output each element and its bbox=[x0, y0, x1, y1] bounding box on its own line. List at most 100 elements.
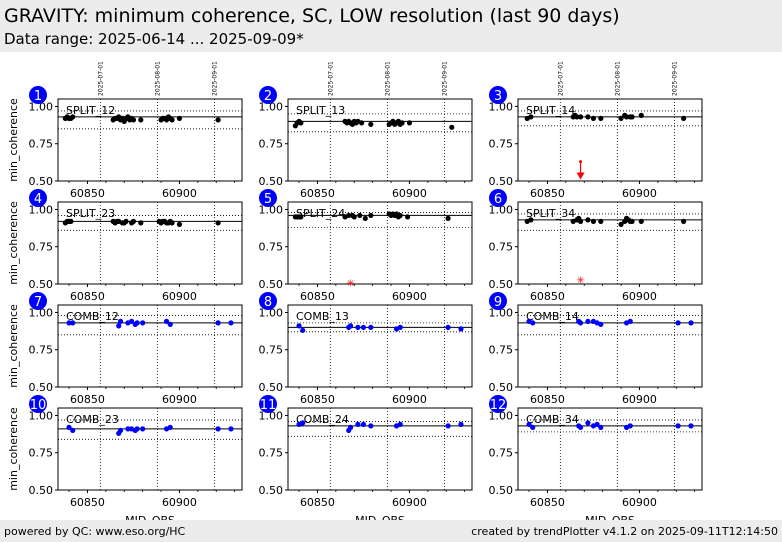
panel-number-text: 1 bbox=[34, 89, 42, 104]
data-point bbox=[298, 214, 304, 220]
data-point bbox=[357, 212, 363, 219]
data-point bbox=[681, 115, 687, 121]
panel-frame bbox=[287, 201, 473, 285]
x-tick-label: 60850 bbox=[530, 496, 565, 509]
x-tick-label: 60900 bbox=[162, 290, 197, 303]
date-marker-label: 2025-09-01 bbox=[211, 61, 218, 96]
data-point bbox=[406, 120, 413, 126]
panel-frame bbox=[287, 407, 473, 491]
y-tick-label: 0.50 bbox=[489, 381, 514, 394]
data-point bbox=[397, 421, 403, 427]
data-point bbox=[123, 218, 129, 224]
x-tick-label: 60850 bbox=[300, 290, 335, 303]
y-tick-label: 0.75 bbox=[489, 138, 514, 151]
y-tick-label: 0.50 bbox=[489, 175, 514, 188]
data-point bbox=[594, 421, 600, 427]
y-tick-label: 0.75 bbox=[489, 344, 514, 357]
panel-number-badge bbox=[489, 189, 507, 207]
panel-label: SPLIT_14 bbox=[526, 104, 575, 117]
y-tick-label: 1.00 bbox=[29, 409, 54, 422]
data-point bbox=[397, 324, 403, 330]
y-tick-label: 0.75 bbox=[29, 447, 54, 460]
data-point bbox=[167, 321, 173, 327]
x-tick-label: 60850 bbox=[530, 290, 565, 303]
y-tick-label: 0.75 bbox=[489, 447, 514, 460]
outlier-marker-icon: ✳ bbox=[576, 276, 584, 287]
y-tick-label: 1.00 bbox=[489, 203, 514, 216]
panel-label: SPLIT_13 bbox=[296, 104, 345, 117]
data-point bbox=[215, 426, 221, 432]
data-point bbox=[675, 320, 681, 326]
y-tick-label: 0.50 bbox=[259, 175, 284, 188]
outlier-marker-icon: ✳ bbox=[346, 279, 354, 290]
data-point bbox=[445, 215, 451, 221]
footer-bar: powered by QC: www.eso.org/HC created by… bbox=[0, 520, 782, 542]
data-point bbox=[618, 115, 624, 121]
y-axis-label: min_coherence bbox=[7, 201, 20, 285]
panel-label: COMB_34 bbox=[526, 413, 579, 426]
x-tick-label: 60900 bbox=[392, 187, 427, 200]
data-point bbox=[368, 423, 374, 429]
data-point bbox=[598, 321, 604, 327]
data-point bbox=[397, 212, 403, 219]
data-point bbox=[598, 115, 604, 121]
data-point bbox=[360, 324, 367, 330]
data-point bbox=[688, 423, 694, 429]
data-point bbox=[134, 426, 140, 432]
y-tick-label: 0.75 bbox=[489, 241, 514, 254]
date-marker-label: 2025-09-01 bbox=[671, 61, 678, 96]
data-point bbox=[355, 421, 361, 427]
x-tick-label: 60900 bbox=[392, 496, 427, 509]
data-point bbox=[675, 423, 681, 429]
data-point bbox=[629, 218, 635, 224]
data-point bbox=[598, 424, 604, 430]
panel-label: COMB_12 bbox=[66, 310, 119, 323]
data-point bbox=[577, 320, 584, 326]
data-point bbox=[638, 218, 644, 224]
y-axis-label: min_coherence bbox=[7, 98, 20, 182]
panel-label: COMB_13 bbox=[296, 310, 349, 323]
panel-number-text: 4 bbox=[34, 192, 42, 207]
footer-credit: powered by QC: www.eso.org/HC bbox=[4, 525, 186, 538]
y-tick-label: 0.75 bbox=[259, 241, 284, 254]
page-title: GRAVITY: minimum coherence, SC, LOW reso… bbox=[4, 5, 620, 27]
panel-number-text: 2 bbox=[264, 89, 272, 104]
data-point bbox=[627, 423, 633, 429]
y-tick-label: 1.00 bbox=[489, 100, 514, 113]
panel-frame bbox=[57, 98, 243, 182]
panel-frame bbox=[517, 407, 703, 491]
data-point bbox=[300, 327, 306, 333]
data-point bbox=[368, 121, 374, 127]
data-point bbox=[458, 326, 464, 332]
x-tick-label: 60850 bbox=[530, 393, 565, 406]
data-point bbox=[169, 220, 175, 226]
x-axis-label: MJD_OBS bbox=[355, 514, 405, 520]
trend-plot-grid: 2025-07-01 2025-08-01 2025-09-01 0.50 0.75 1.… bbox=[7, 61, 703, 520]
data-point bbox=[623, 114, 630, 120]
panel-number-text: 9 bbox=[494, 295, 502, 310]
data-point bbox=[449, 124, 455, 130]
data-point bbox=[130, 117, 137, 123]
data-point bbox=[129, 318, 135, 324]
x-tick-label: 60850 bbox=[300, 496, 335, 509]
header-bar: GRAVITY: minimum coherence, SC, LOW reso… bbox=[0, 0, 782, 52]
data-point bbox=[215, 117, 221, 123]
data-point bbox=[445, 324, 451, 330]
footer-created-by: created by trendPlotter v4.1.2 on 2025-0… bbox=[471, 525, 778, 538]
data-point bbox=[359, 120, 365, 126]
panel-number-badge bbox=[29, 86, 47, 104]
x-tick-label: 60850 bbox=[300, 187, 335, 200]
data-point bbox=[163, 318, 170, 324]
date-marker-label: 2025-08-01 bbox=[384, 61, 391, 96]
panel-label: SPLIT_34 bbox=[526, 207, 575, 220]
date-marker-label: 2025-08-01 bbox=[614, 61, 621, 96]
data-point bbox=[138, 117, 144, 123]
y-tick-label: 1.00 bbox=[29, 203, 54, 216]
x-tick-label: 60900 bbox=[622, 393, 657, 406]
panel-number-badge bbox=[259, 292, 277, 310]
y-tick-label: 1.00 bbox=[259, 306, 284, 319]
outlier-arrow-icon bbox=[576, 172, 585, 180]
data-point bbox=[116, 323, 122, 329]
data-point bbox=[458, 421, 464, 427]
data-point bbox=[130, 218, 137, 224]
